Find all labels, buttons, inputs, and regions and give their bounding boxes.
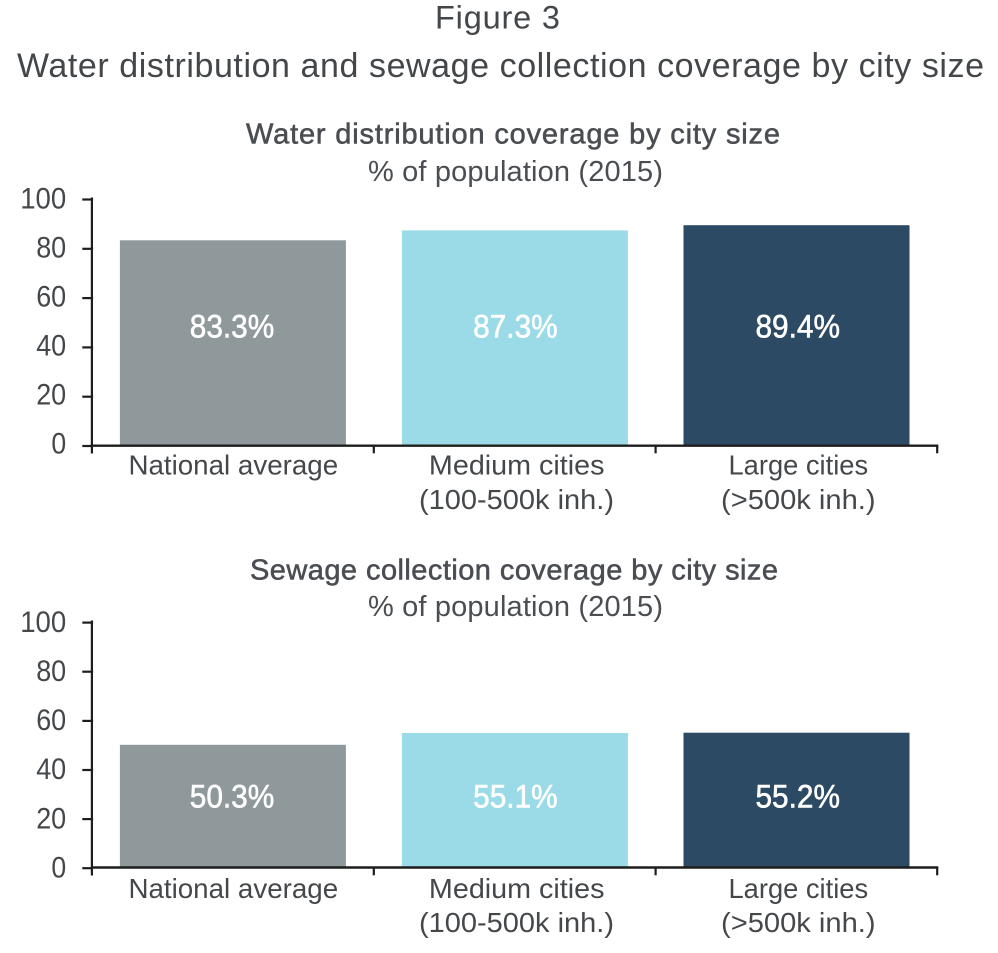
svg-text:0: 0 xyxy=(51,851,66,884)
svg-text:60: 60 xyxy=(36,281,66,314)
svg-text:Medium cities: Medium cities xyxy=(429,450,605,481)
svg-text:100: 100 xyxy=(20,182,66,215)
svg-text:89.4%: 89.4% xyxy=(755,309,840,345)
svg-text:Large cities: Large cities xyxy=(729,873,869,904)
svg-text:National average: National average xyxy=(128,450,338,481)
svg-text:Large cities: Large cities xyxy=(729,450,869,481)
svg-text:83.3%: 83.3% xyxy=(190,309,275,345)
svg-text:20: 20 xyxy=(36,802,66,835)
svg-text:Water distribution and sewage: Water distribution and sewage collection… xyxy=(17,47,984,85)
svg-text:40: 40 xyxy=(36,330,66,363)
svg-text:100: 100 xyxy=(20,606,66,639)
svg-text:Sewage collection coverage by: Sewage collection coverage by city size xyxy=(250,554,778,586)
svg-text:(>500k inh.): (>500k inh.) xyxy=(721,907,876,938)
svg-text:80: 80 xyxy=(36,655,66,688)
svg-text:50.3%: 50.3% xyxy=(190,779,275,815)
svg-text:55.2%: 55.2% xyxy=(755,779,840,815)
svg-text:(100-500k inh.): (100-500k inh.) xyxy=(419,907,614,938)
svg-text:Medium cities: Medium cities xyxy=(429,873,605,904)
svg-text:% of population (2015): % of population (2015) xyxy=(368,591,663,623)
svg-text:% of population (2015): % of population (2015) xyxy=(368,156,663,188)
svg-text:55.1%: 55.1% xyxy=(473,779,558,815)
svg-text:60: 60 xyxy=(36,704,66,737)
svg-text:Water distribution coverage by: Water distribution coverage by city size xyxy=(246,118,780,150)
svg-text:(>500k inh.): (>500k inh.) xyxy=(721,484,876,515)
svg-text:87.3%: 87.3% xyxy=(473,309,558,345)
svg-text:80: 80 xyxy=(36,231,66,264)
svg-text:0: 0 xyxy=(51,428,66,461)
svg-text:(100-500k inh.): (100-500k inh.) xyxy=(419,484,614,515)
svg-text:National average: National average xyxy=(128,873,338,904)
svg-text:40: 40 xyxy=(36,753,66,786)
svg-text:20: 20 xyxy=(36,379,66,412)
svg-text:Figure 3: Figure 3 xyxy=(435,0,560,36)
